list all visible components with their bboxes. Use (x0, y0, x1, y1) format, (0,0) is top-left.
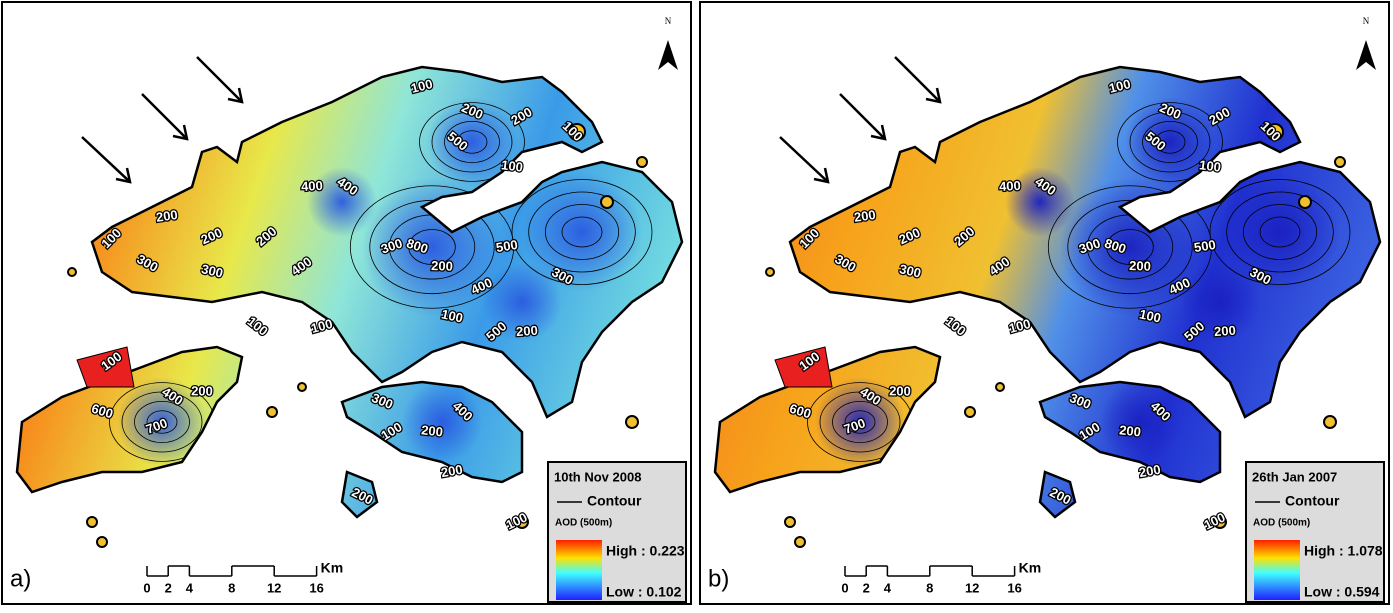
scale-unit: Km (1019, 560, 1042, 576)
contour-label: 200 (431, 258, 453, 274)
legend-low: Low : 0.594 (1304, 584, 1380, 600)
contour-label: 100 (1198, 157, 1221, 175)
scale-label: 12 (267, 580, 281, 595)
islet (97, 537, 107, 547)
legend-aod-label: AOD (500m) (555, 518, 612, 529)
north-label: N (665, 16, 672, 26)
legend-high: High : 1.078 (1304, 543, 1383, 559)
contour-label: 100 (500, 157, 523, 175)
contour-label: 200 (1119, 422, 1142, 439)
islet (1335, 157, 1345, 167)
scale-label: 4 (186, 580, 194, 595)
contour-label: 200 (889, 383, 911, 398)
legend-low: Low : 0.102 (606, 584, 682, 600)
contour-label: 200 (421, 422, 444, 439)
legend-aod-label: AOD (500m) (1253, 518, 1310, 529)
contour-label: 200 (155, 207, 179, 225)
scale-label: 0 (143, 580, 150, 595)
contour-label: 200 (853, 207, 877, 225)
north-label: N (1363, 16, 1370, 26)
panel-label: b) (708, 565, 729, 592)
scale-label: 8 (926, 580, 933, 595)
legend-ramp (556, 540, 602, 600)
contour-label: 200 (516, 323, 539, 339)
figure: 1002003002003002004004003008004002005001… (0, 0, 1393, 608)
legend-contour-label: Contour (1285, 493, 1340, 509)
scale-label: 12 (965, 580, 979, 595)
contour-label: 200 (191, 383, 213, 398)
contour-label: 200 (1214, 323, 1237, 339)
contour-label: 400 (999, 178, 1021, 194)
contour-label: 400 (301, 178, 323, 194)
islet (996, 383, 1004, 391)
legend-title: 26th Jan 2007 (1252, 469, 1337, 484)
islet (785, 517, 795, 527)
islet (795, 537, 805, 547)
legend-contour-label: Contour (587, 493, 642, 509)
islet (267, 407, 277, 417)
legend-title: 10th Nov 2008 (554, 469, 641, 484)
panel-label: a) (10, 565, 31, 592)
scale-label: 16 (1007, 580, 1021, 595)
aod-low-area (1100, 382, 1180, 462)
islet (68, 268, 76, 276)
legend: 26th Jan 2007 Contour AOD (500m) High : 1.0… (1246, 462, 1384, 602)
scale-label: 0 (841, 580, 848, 595)
islet (626, 416, 638, 428)
legend: 10th Nov 2008 Contour AOD (500m) High : 0.2… (548, 462, 686, 602)
legend-ramp (1254, 540, 1300, 600)
contour-label: 200 (1129, 258, 1151, 274)
islet (298, 383, 306, 391)
islet (965, 407, 975, 417)
islet (601, 196, 613, 208)
scale-label: 4 (884, 580, 892, 595)
islet (1299, 196, 1311, 208)
scale-label: 16 (309, 580, 323, 595)
islet (766, 268, 774, 276)
legend-high: High : 0.223 (606, 543, 685, 559)
islet (87, 517, 97, 527)
scale-label: 2 (165, 580, 172, 595)
aod-low-area (402, 382, 482, 462)
scale-label: 8 (228, 580, 235, 595)
scale-unit: Km (321, 560, 344, 576)
islet (637, 157, 647, 167)
islet (1324, 416, 1336, 428)
scale-label: 2 (863, 580, 870, 595)
